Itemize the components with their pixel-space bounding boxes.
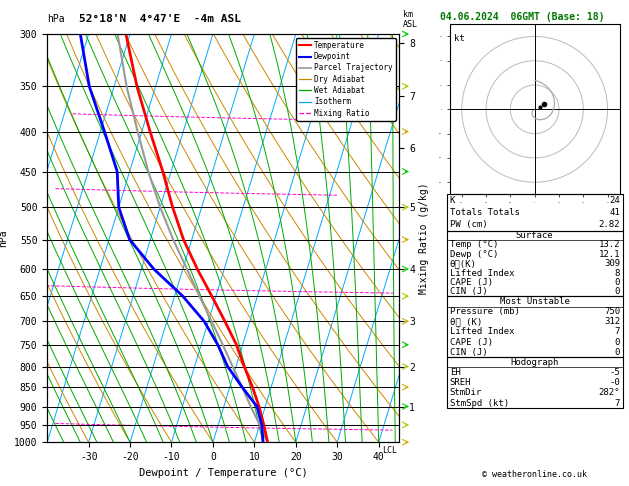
- Text: 2.82: 2.82: [599, 220, 620, 229]
- Text: Lifted Index: Lifted Index: [450, 269, 515, 278]
- Text: Dewp (°C): Dewp (°C): [450, 250, 498, 259]
- Text: hPa: hPa: [47, 15, 65, 24]
- Text: StmDir: StmDir: [450, 388, 482, 398]
- Text: -5: -5: [610, 368, 620, 377]
- Text: PW (cm): PW (cm): [450, 220, 487, 229]
- Text: Surface: Surface: [516, 231, 554, 240]
- Text: 750: 750: [604, 307, 620, 316]
- Text: CAPE (J): CAPE (J): [450, 337, 493, 347]
- Text: 7: 7: [615, 399, 620, 408]
- Text: km
ASL: km ASL: [403, 10, 418, 29]
- Text: 7: 7: [615, 328, 620, 336]
- Text: Hodograph: Hodograph: [511, 358, 559, 367]
- Text: 52°18'N  4°47'E  -4m ASL: 52°18'N 4°47'E -4m ASL: [79, 15, 241, 24]
- Text: 0: 0: [615, 347, 620, 357]
- Text: 312: 312: [604, 317, 620, 326]
- Text: 04.06.2024  06GMT (Base: 18): 04.06.2024 06GMT (Base: 18): [440, 12, 605, 22]
- Text: CAPE (J): CAPE (J): [450, 278, 493, 287]
- Text: Totals Totals: Totals Totals: [450, 208, 520, 217]
- Text: θᴀ (K): θᴀ (K): [450, 317, 482, 326]
- X-axis label: Dewpoint / Temperature (°C): Dewpoint / Temperature (°C): [139, 468, 308, 478]
- Text: 0: 0: [615, 287, 620, 296]
- Text: kt: kt: [455, 35, 465, 43]
- Text: K: K: [450, 196, 455, 205]
- Text: 0: 0: [615, 278, 620, 287]
- Text: 13.2: 13.2: [599, 241, 620, 249]
- Text: θᴀ(K): θᴀ(K): [450, 259, 477, 268]
- Text: Most Unstable: Most Unstable: [499, 297, 570, 306]
- Text: CIN (J): CIN (J): [450, 347, 487, 357]
- Text: EH: EH: [450, 368, 460, 377]
- Text: SREH: SREH: [450, 378, 471, 387]
- Text: Pressure (mb): Pressure (mb): [450, 307, 520, 316]
- Y-axis label: Mixing Ratio (g/kg): Mixing Ratio (g/kg): [419, 182, 429, 294]
- Text: CIN (J): CIN (J): [450, 287, 487, 296]
- Text: 309: 309: [604, 259, 620, 268]
- Text: 282°: 282°: [599, 388, 620, 398]
- Text: 0: 0: [615, 337, 620, 347]
- Text: 41: 41: [610, 208, 620, 217]
- Text: Temp (°C): Temp (°C): [450, 241, 498, 249]
- Text: StmSpd (kt): StmSpd (kt): [450, 399, 509, 408]
- Text: Lifted Index: Lifted Index: [450, 328, 515, 336]
- Text: 12.1: 12.1: [599, 250, 620, 259]
- Legend: Temperature, Dewpoint, Parcel Trajectory, Dry Adiabat, Wet Adiabat, Isotherm, Mi: Temperature, Dewpoint, Parcel Trajectory…: [296, 38, 396, 121]
- Text: 8: 8: [615, 269, 620, 278]
- Text: -0: -0: [610, 378, 620, 387]
- Text: © weatheronline.co.uk: © weatheronline.co.uk: [482, 469, 587, 479]
- Y-axis label: hPa: hPa: [0, 229, 8, 247]
- Text: 24: 24: [610, 196, 620, 205]
- Text: LCL: LCL: [382, 446, 398, 454]
